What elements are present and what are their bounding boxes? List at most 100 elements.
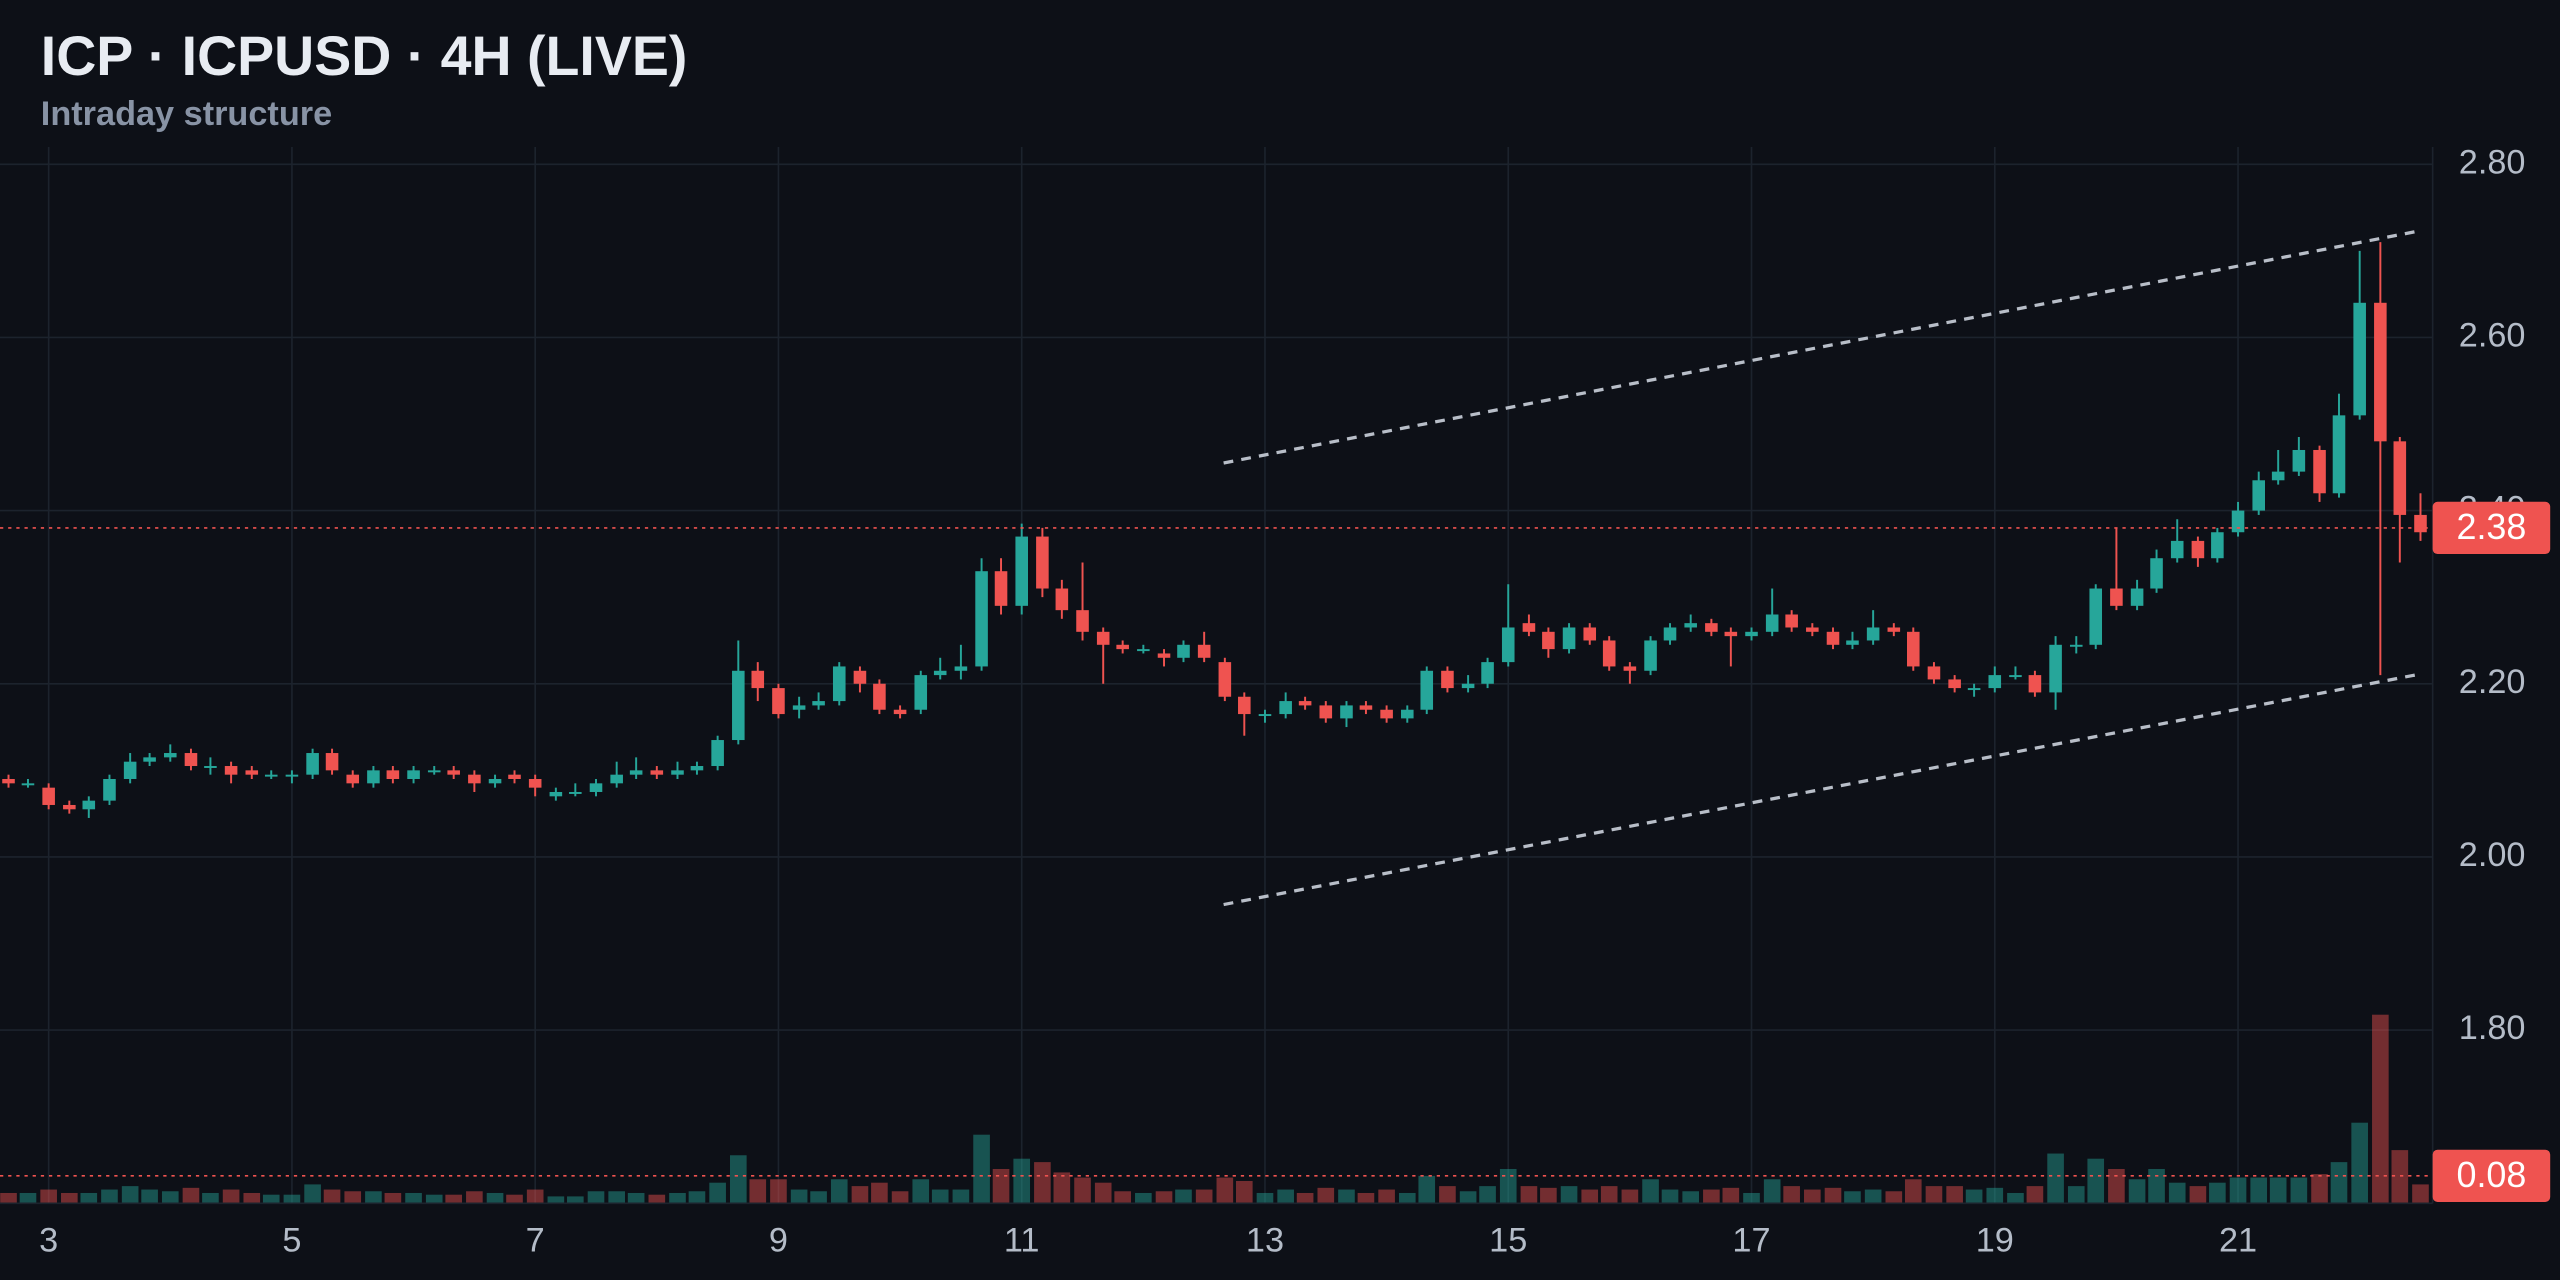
x-tick-label: 11	[1004, 1222, 1040, 1260]
candle-body	[1724, 631, 1738, 637]
candle-body	[853, 670, 867, 684]
candle-body	[1055, 588, 1069, 611]
candle-body	[954, 666, 968, 671]
volume-bar	[2087, 1158, 2105, 1204]
candle-body	[2009, 675, 2022, 678]
volume-bar	[1418, 1175, 1436, 1204]
volume-bar	[1965, 1189, 1983, 1204]
candle-body	[2292, 449, 2306, 472]
volume-bar	[1864, 1189, 1882, 1204]
volume-bar	[1357, 1192, 1375, 1204]
trendline	[1223, 229, 2420, 465]
candle-body	[1401, 709, 1414, 719]
volume-bar	[1885, 1191, 1903, 1204]
candle-body	[1806, 627, 1819, 632]
x-tick-label: 7	[526, 1222, 545, 1260]
candle-body	[386, 770, 400, 780]
candle-body	[1258, 714, 1272, 717]
volume-bar	[1074, 1177, 1091, 1204]
candle-body	[427, 770, 441, 773]
volume-bar	[1317, 1187, 1335, 1204]
candle-body	[711, 740, 724, 767]
volume-bar	[2007, 1192, 2024, 1204]
volume-bar	[1703, 1189, 1720, 1204]
last-volume-label: 0.08	[2456, 1154, 2526, 1195]
volume-bar	[2168, 1182, 2186, 1204]
volume-bar	[1824, 1187, 1842, 1204]
candle-body	[488, 779, 502, 784]
volume-bar	[0, 1192, 17, 1204]
candle-body	[1015, 536, 1028, 606]
volume-bar	[1114, 1191, 1131, 1204]
candle-body	[610, 774, 623, 784]
volume-bar	[121, 1186, 139, 1204]
candle-body	[528, 779, 542, 788]
volume-bar	[101, 1189, 118, 1204]
volume-bar	[283, 1194, 301, 1204]
volume-bar	[384, 1192, 402, 1204]
candle-body	[1522, 623, 1536, 632]
volume-bar	[2412, 1184, 2429, 1204]
volume-bar	[1804, 1189, 1821, 1204]
volume-bar	[1642, 1179, 1659, 1204]
candle-body	[367, 770, 380, 784]
volume-bar	[1621, 1189, 1639, 1204]
candle-body	[933, 670, 947, 676]
last-price-badge	[2432, 501, 2551, 555]
candle-body	[164, 753, 177, 758]
x-tick-label: 5	[282, 1222, 301, 1260]
candle-body	[1562, 627, 1576, 650]
candle-body	[751, 670, 765, 689]
candle-body	[1887, 627, 1901, 632]
candle-body	[549, 791, 563, 797]
candle-body	[1157, 653, 1171, 658]
candle-body	[204, 766, 217, 768]
candle-body	[1602, 640, 1616, 667]
candle-body	[1705, 623, 1718, 632]
volume-bar	[2189, 1186, 2207, 1204]
y-tick-label: 1.80	[2459, 1009, 2526, 1047]
candle-body	[42, 787, 55, 805]
candle-body	[2252, 480, 2266, 511]
candle-body	[2414, 514, 2427, 533]
candle-body	[447, 770, 460, 775]
candle-body	[1177, 644, 1190, 658]
volume-bar	[1986, 1187, 2004, 1204]
volume-bar	[243, 1192, 261, 1204]
volume-bar	[587, 1191, 605, 1204]
volume-bar	[931, 1189, 949, 1204]
candle-body	[2110, 588, 2123, 606]
candle-body	[1663, 627, 1677, 641]
volume-bar	[141, 1189, 158, 1204]
candle-body	[184, 753, 198, 767]
volume-bar	[1722, 1187, 1740, 1204]
candle-body	[1644, 640, 1657, 671]
y-tick-label: 2.80	[2459, 143, 2526, 181]
candle-body	[325, 753, 339, 771]
candle-body	[1866, 627, 1880, 641]
volume-bar	[1459, 1191, 1477, 1204]
volume-bar	[365, 1191, 382, 1204]
volume-bar	[466, 1191, 483, 1204]
volume-bar	[304, 1184, 321, 1204]
candle-body	[1542, 631, 1555, 650]
candle-body	[1380, 709, 1393, 719]
volume-bar	[1256, 1192, 1274, 1204]
candle-body	[82, 800, 96, 810]
volume-bar	[486, 1192, 504, 1204]
volume-bar	[608, 1191, 625, 1204]
trendline	[1223, 672, 2420, 907]
candle-body	[994, 571, 1008, 606]
volume-bar	[1216, 1177, 1234, 1204]
volume-bar	[1034, 1162, 1051, 1204]
chart-subtitle: Intraday structure	[41, 95, 332, 133]
candle-body	[123, 761, 137, 780]
volume-bar	[526, 1189, 544, 1204]
candle-body	[103, 779, 116, 801]
candle-body	[873, 683, 886, 710]
volume-bar	[1053, 1172, 1071, 1204]
candle-body	[1238, 696, 1251, 715]
candle-body	[2049, 644, 2062, 693]
candle-body	[629, 770, 643, 775]
